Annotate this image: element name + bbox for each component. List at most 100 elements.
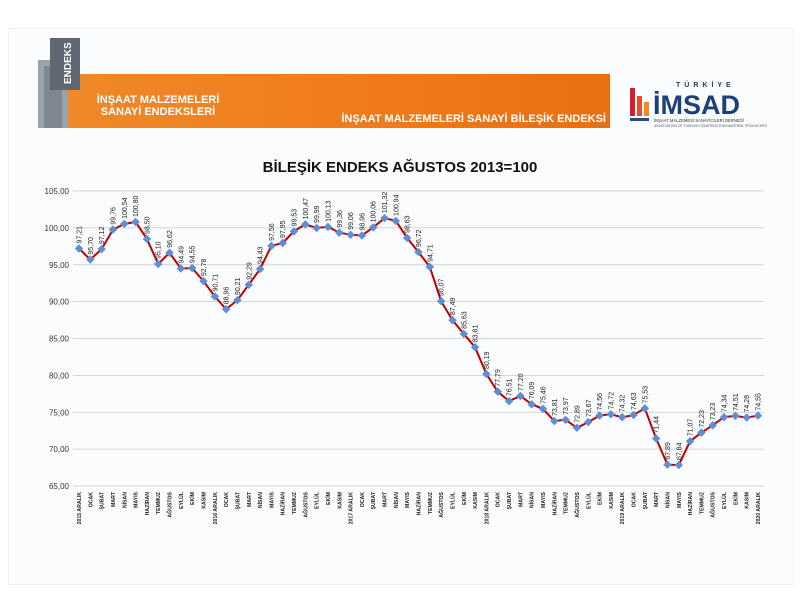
x-tick-label: NİSAN	[393, 492, 400, 508]
x-tick-label: EKİM	[461, 492, 468, 505]
x-tick-label: TEMMUZ	[156, 491, 162, 514]
data-label: 94,43	[258, 246, 265, 264]
data-label: 73,81	[552, 398, 559, 416]
data-point	[187, 263, 197, 273]
data-point	[617, 413, 627, 422]
data-label: 80,19	[484, 351, 491, 369]
data-point	[391, 216, 401, 226]
data-label: 74,55	[756, 393, 763, 411]
data-label: 94,49	[178, 246, 185, 264]
data-label: 99,99	[314, 205, 321, 223]
x-tick-label: EYLÜL	[721, 491, 728, 509]
x-tick-label: KASIM	[337, 492, 343, 509]
x-tick-label: EKİM	[732, 492, 739, 505]
x-tick-label: MAYIS	[134, 491, 140, 507]
data-point	[629, 410, 638, 420]
x-tick-label: MAYIS	[269, 491, 275, 507]
x-tick-label: HAZİRAN	[144, 492, 151, 516]
data-point	[663, 460, 672, 469]
data-point	[402, 233, 412, 243]
x-tick-label: 2018 ARALIK	[484, 492, 490, 525]
x-tick-label: ŞUBAT	[371, 491, 377, 509]
data-label: 87,49	[450, 298, 457, 316]
data-point	[153, 259, 163, 269]
data-point	[176, 264, 186, 273]
x-tick-label: 2017 ARALIK	[349, 492, 355, 525]
data-point	[74, 244, 84, 253]
data-point	[346, 230, 355, 240]
data-labels: 97,21 95,70 97,12 99,76 100,54 100,80 98,50 95,…	[77, 192, 763, 460]
data-point	[86, 255, 95, 264]
x-tick-label: TEMMUZ	[292, 491, 298, 514]
data-point	[708, 421, 717, 430]
data-point	[584, 417, 593, 427]
data-label: 74,72	[608, 392, 615, 410]
data-label: 100,54	[122, 197, 129, 219]
data-point	[233, 295, 242, 305]
data-point	[199, 276, 208, 286]
data-point	[731, 411, 740, 421]
data-point	[753, 411, 763, 420]
data-label: 97,21	[77, 226, 84, 244]
data-point	[380, 213, 389, 223]
x-axis-ticks: 2015 ARALIK OCAK ŞUBAT MART NİSAN MAYIS HAZİRA…	[77, 491, 762, 524]
imsad-sub2-text: ASSOCIATION OF TURKISH CONSTRUCTION MATE…	[654, 124, 767, 128]
x-tick-label: AĞUSTOS	[301, 491, 309, 517]
data-point	[538, 404, 548, 414]
data-point	[131, 217, 140, 227]
x-tick-label: MART	[654, 491, 660, 507]
imsad-name-text: İMSAD	[653, 90, 740, 120]
y-tick-label: 100,00	[45, 224, 70, 233]
data-label: 71,44	[654, 416, 661, 434]
x-tick-label: OCAK	[632, 492, 638, 508]
data-label: 72,23	[699, 410, 706, 428]
data-label: 99,36	[337, 210, 344, 228]
data-label: 100,94	[393, 194, 400, 216]
data-label: 94,55	[190, 245, 197, 263]
data-label: 74,63	[631, 392, 638, 410]
x-tick-label: KASIM	[473, 492, 479, 509]
y-tick-label: 85,00	[49, 335, 70, 344]
x-tick-label: AĞUSTOS	[437, 491, 445, 517]
data-point	[368, 223, 378, 232]
data-point	[312, 223, 321, 233]
data-label: 76,51	[507, 378, 514, 396]
data-point	[323, 222, 333, 232]
chart-title: BİLEŞİK ENDEKS AĞUSTOS 2013=100	[262, 159, 538, 176]
data-label: 88,96	[224, 287, 231, 305]
data-label: 97,12	[99, 226, 106, 244]
x-tick-label: 2019 ARALIK	[620, 492, 626, 525]
data-label: 74,28	[744, 395, 751, 413]
data-point	[357, 231, 367, 240]
imsad-sub1-text: İNŞAAT MALZEMESİ SANAYİCİLERİ DERNEĞİ	[654, 118, 744, 123]
x-tick-label: 2016 ARALIK	[213, 492, 219, 525]
data-point	[572, 423, 582, 433]
data-label: 90,21	[235, 277, 242, 295]
x-tick-label: ŞUBAT	[507, 491, 513, 509]
data-label: 73,23	[710, 403, 717, 421]
data-point	[221, 305, 231, 314]
endeks-logo: ENDEKS	[38, 38, 80, 128]
data-label: 97,95	[280, 220, 287, 238]
data-label: 100,80	[133, 195, 140, 217]
data-label: 72,89	[574, 405, 581, 423]
x-tick-label: MAYIS	[677, 491, 683, 507]
data-label: 92,78	[201, 258, 208, 276]
data-point	[301, 220, 310, 229]
y-tick-label: 95,00	[49, 261, 70, 270]
data-label: 74,56	[597, 393, 604, 411]
data-point	[595, 411, 604, 420]
data-label: 90,07	[439, 278, 446, 296]
data-point	[504, 396, 514, 406]
x-tick-label: HAZİRAN	[416, 492, 423, 516]
data-label: 75,53	[642, 386, 649, 404]
data-point	[97, 244, 106, 254]
data-label: 67,84	[676, 442, 683, 460]
data-point	[108, 225, 118, 234]
data-point	[278, 238, 287, 248]
x-tick-label: OCAK	[224, 492, 230, 508]
data-point	[719, 412, 729, 422]
x-tick-label: MART	[247, 491, 253, 507]
data-label: 74,32	[620, 395, 627, 413]
y-tick-label: 80,00	[49, 371, 70, 380]
